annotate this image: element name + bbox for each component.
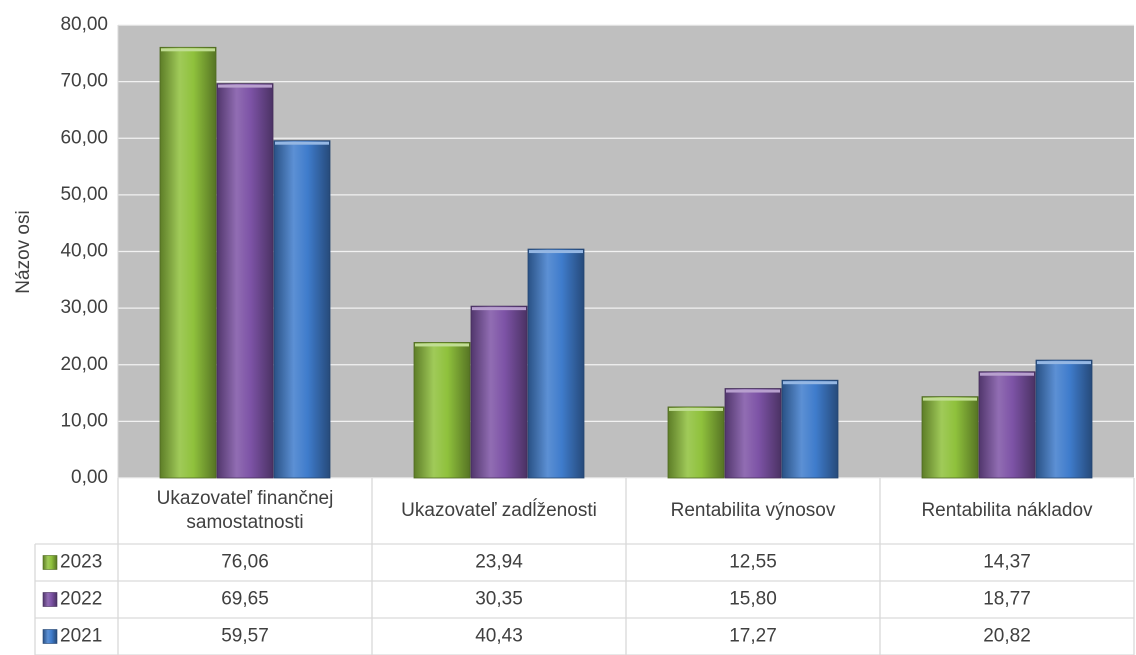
legend-key-2021	[42, 629, 58, 644]
bar-2021-2	[781, 379, 839, 479]
bar-2022-0	[216, 83, 274, 479]
bar-2023-3	[921, 396, 979, 479]
data-table-value: 17,27	[729, 626, 777, 647]
bar-2023-1	[413, 342, 471, 479]
bar-highlight	[923, 397, 977, 401]
y-axis-title: Názov osi	[13, 210, 34, 293]
bar-2021-1	[527, 248, 585, 479]
data-table-value: 12,55	[729, 552, 777, 573]
bar-2021-0	[273, 140, 331, 479]
bar-2021-3	[1035, 359, 1093, 479]
y-tick-label: 40,00	[60, 241, 108, 262]
y-tick-label: 70,00	[60, 71, 108, 92]
data-table-value: 18,77	[983, 589, 1031, 610]
bar-highlight	[415, 343, 469, 347]
bar-highlight	[783, 381, 837, 385]
y-tick-label: 60,00	[60, 127, 108, 148]
data-table-value: 15,80	[729, 589, 777, 610]
legend-label: 2023	[60, 552, 102, 573]
data-table-value: 14,37	[983, 552, 1031, 573]
bar-highlight	[726, 389, 780, 393]
data-table-value: 69,65	[221, 589, 269, 610]
bar-highlight	[669, 407, 723, 411]
data-table-value: 23,94	[475, 552, 523, 573]
bar-highlight	[472, 307, 526, 311]
data-table-value: 20,82	[983, 626, 1031, 647]
y-tick-label: 20,00	[60, 354, 108, 375]
legend-label: 2022	[60, 589, 102, 610]
bar-2022-2	[724, 388, 782, 479]
category-label: Ukazovateľ finančnej	[157, 488, 334, 509]
bar-highlight	[161, 48, 215, 52]
data-table-value: 76,06	[221, 552, 269, 573]
legend-key-2022	[42, 592, 58, 607]
bar-highlight	[218, 84, 272, 88]
bar-2023-2	[667, 406, 725, 479]
legend-key-2023	[42, 555, 58, 570]
category-label: Rentabilita výnosov	[671, 500, 836, 521]
data-table-value: 30,35	[475, 589, 523, 610]
y-tick-label: 50,00	[60, 184, 108, 205]
bar-2022-3	[978, 371, 1036, 479]
category-label: Ukazovateľ zadĺženosti	[401, 499, 597, 521]
bar-2022-1	[470, 305, 528, 479]
bar-highlight	[275, 141, 329, 145]
category-label: samostatnosti	[186, 512, 303, 533]
bar-highlight	[529, 250, 583, 254]
data-table-value: 59,57	[221, 626, 269, 647]
y-tick-label: 30,00	[60, 297, 108, 318]
bar-2023-0	[159, 46, 217, 479]
data-table-value: 40,43	[475, 626, 523, 647]
y-tick-label: 10,00	[60, 410, 108, 431]
bar-highlight	[980, 372, 1034, 376]
y-tick-label: 80,00	[60, 14, 108, 35]
y-tick-label: 0,00	[71, 467, 108, 488]
legend-label: 2021	[60, 626, 102, 647]
bar-highlight	[1037, 361, 1091, 365]
category-label: Rentabilita nákladov	[921, 500, 1093, 521]
